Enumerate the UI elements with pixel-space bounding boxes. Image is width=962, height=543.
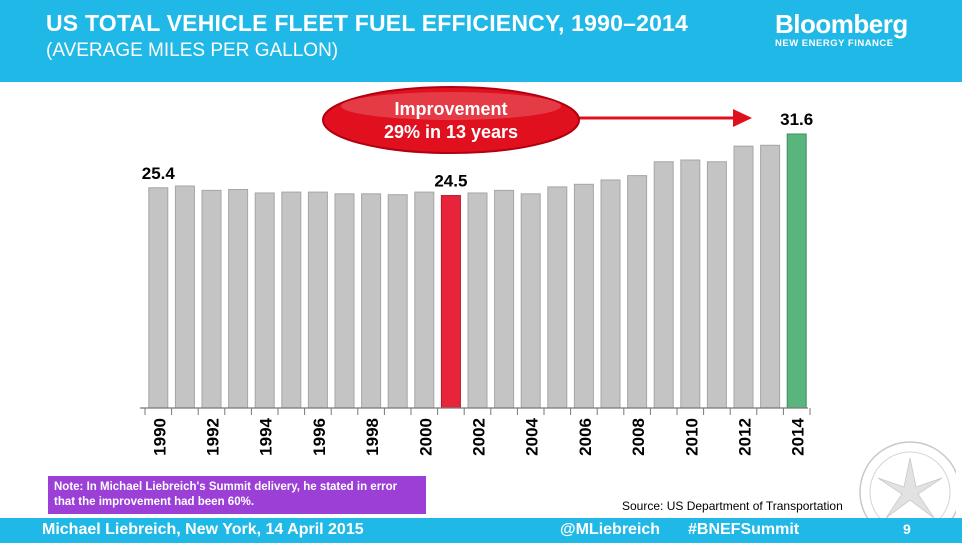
bar-1995 bbox=[281, 191, 302, 409]
callout-ellipse bbox=[322, 86, 580, 154]
bars-layer bbox=[148, 133, 807, 409]
fuel-efficiency-bar-chart: 1990 1992 1994 1996 1998 2000 2002 2004 2006 2008… bbox=[140, 86, 813, 456]
bar-1993 bbox=[228, 188, 249, 409]
page-number: 9 bbox=[903, 521, 911, 537]
logo-main-text: Bloomberg bbox=[775, 9, 908, 39]
header-bar: US TOTAL VEHICLE FLEET FUEL EFFICIENCY, … bbox=[0, 0, 962, 82]
x-tick-label-2010: 2010 bbox=[682, 418, 701, 456]
bar-1990 bbox=[148, 187, 169, 409]
bar-2000 bbox=[414, 191, 435, 409]
bar-2005 bbox=[547, 186, 568, 409]
data-label-2001: 24.5 bbox=[434, 172, 467, 191]
bar-2001 bbox=[440, 195, 461, 409]
bar-2009 bbox=[653, 161, 674, 409]
footer-twitter-handle: @MLiebreich bbox=[560, 521, 661, 538]
bar-2010 bbox=[680, 159, 701, 409]
x-tick-label-1996: 1996 bbox=[310, 418, 329, 456]
bar-2008 bbox=[627, 175, 648, 409]
logo-sub-text: NEW ENERGY FINANCE bbox=[775, 38, 894, 49]
x-tick-label-1990: 1990 bbox=[150, 418, 169, 456]
x-tick-label-1992: 1992 bbox=[204, 418, 223, 456]
data-label-2014: 31.6 bbox=[780, 110, 813, 129]
footer-presenter: Michael Liebreich, New York, 14 April 20… bbox=[42, 521, 364, 538]
x-tick-label-2002: 2002 bbox=[470, 418, 489, 456]
bar-2014 bbox=[786, 133, 807, 409]
x-tick-label-2008: 2008 bbox=[629, 418, 648, 456]
callout-arrowhead bbox=[733, 109, 752, 127]
bar-1996 bbox=[307, 191, 328, 409]
bar-2006 bbox=[573, 183, 594, 409]
bar-2007 bbox=[600, 179, 621, 409]
footer-hashtag: #BNEFSummit bbox=[688, 521, 800, 538]
x-tick-label-2004: 2004 bbox=[523, 417, 542, 455]
data-labels: 25.4 24.5 31.6 bbox=[142, 110, 813, 191]
summit-seal-logo bbox=[859, 441, 956, 528]
bar-1998 bbox=[361, 193, 382, 409]
page-subtitle: (AVERAGE MILES PER GALLON) bbox=[46, 40, 339, 61]
source-text: Source: US Department of Transportation bbox=[622, 499, 843, 513]
callout-shine bbox=[341, 92, 561, 120]
x-tick-label-2012: 2012 bbox=[736, 418, 755, 456]
bar-2004 bbox=[520, 193, 541, 409]
page-title: US TOTAL VEHICLE FLEET FUEL EFFICIENCY, … bbox=[46, 10, 689, 36]
bar-2013 bbox=[760, 144, 781, 409]
correction-note: Note: In Michael Liebreich's Summit deli… bbox=[48, 476, 426, 514]
callout-line1: Improvement bbox=[394, 99, 507, 119]
bar-2012 bbox=[733, 145, 754, 409]
bar-1994 bbox=[254, 192, 275, 409]
x-tick-label-2014: 2014 bbox=[789, 417, 808, 455]
x-tick-label-2006: 2006 bbox=[576, 418, 595, 456]
x-axis-tick-labels: 1990 1992 1994 1996 1998 2000 2002 2004 2006 2008… bbox=[150, 417, 807, 455]
x-tick-label-1994: 1994 bbox=[257, 417, 276, 455]
bar-1999 bbox=[387, 194, 408, 409]
x-axis-ticks bbox=[144, 408, 811, 415]
bar-2003 bbox=[494, 189, 515, 409]
footer-bar: Michael Liebreich, New York, 14 April 20… bbox=[0, 518, 962, 543]
data-label-1990: 25.4 bbox=[142, 164, 176, 183]
bloomberg-logo: Bloomberg NEW ENERGY FINANCE bbox=[775, 10, 908, 49]
bar-2002 bbox=[467, 192, 488, 409]
x-tick-label-2000: 2000 bbox=[416, 418, 435, 456]
bar-1997 bbox=[334, 193, 355, 409]
bar-1991 bbox=[174, 185, 195, 409]
callout-line2: 29% in 13 years bbox=[384, 122, 518, 142]
bar-1992 bbox=[201, 189, 222, 409]
bar-2011 bbox=[706, 161, 727, 409]
x-tick-label-1998: 1998 bbox=[363, 418, 382, 456]
